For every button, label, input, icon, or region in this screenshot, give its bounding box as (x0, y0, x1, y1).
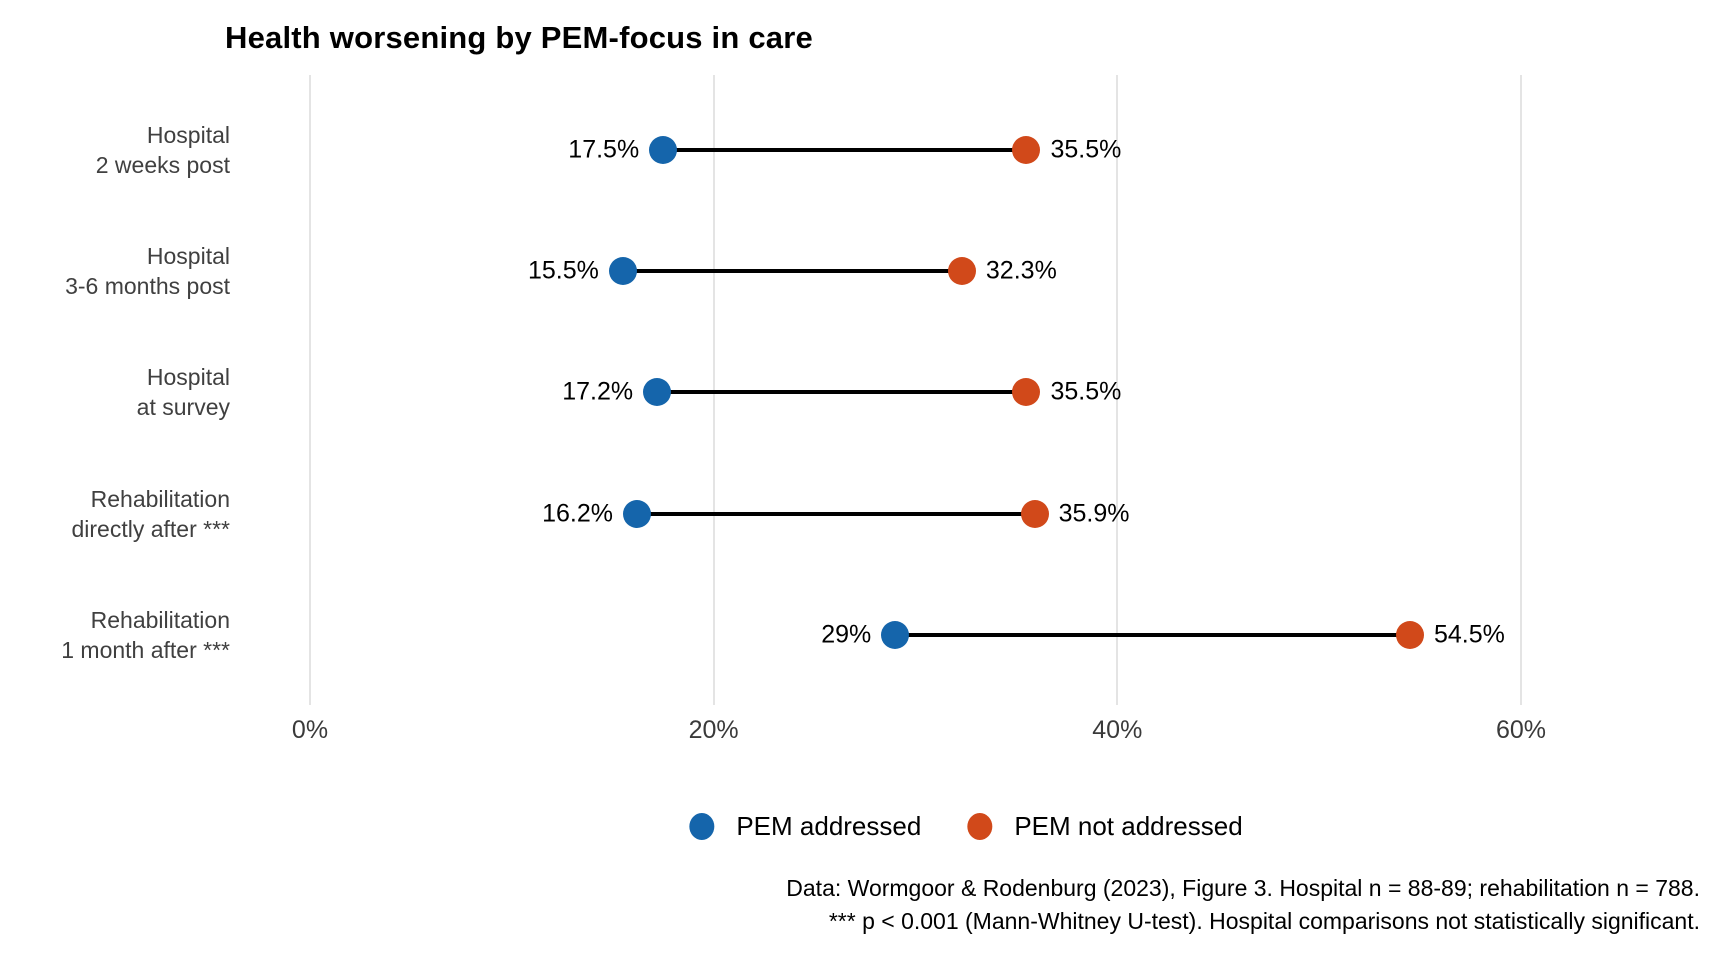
value-label-pem-addressed: 15.5% (527, 256, 599, 285)
category-label: Hospital 3-6 months post (65, 243, 230, 299)
legend-label-pem-addressed: PEM addressed (736, 811, 922, 841)
legend-item-pem-not-addressed: PEM not addressed (967, 811, 1243, 842)
legend-label-pem-not-addressed: PEM not addressed (1014, 811, 1243, 841)
pem-not-addressed-dot (1012, 136, 1041, 164)
value-label-pem-addressed: 17.2% (562, 377, 634, 406)
gridline-60% (1519, 75, 1522, 705)
category-label: Rehabilitation 1 month after *** (61, 607, 230, 663)
caption-line-2: *** p < 0.001 (Mann-Whitney U-test). Hos… (828, 908, 1700, 934)
pem-not-addressed-dot (1020, 500, 1049, 528)
value-label-pem-addressed: 16.2% (542, 499, 613, 528)
pem-addressed-dot (649, 136, 678, 164)
dumbbell-connector (663, 148, 1027, 152)
legend: PEM addressed PEM not addressed (689, 811, 1243, 842)
legend-item-pem-addressed: PEM addressed (689, 811, 921, 842)
value-label-pem-not-addressed: 54.5% (1433, 620, 1505, 649)
dumbbell-connector (657, 390, 1027, 394)
gridline-40% (1116, 75, 1119, 705)
chart-title: Health worsening by PEM-focus in care (225, 20, 813, 55)
gridline-0% (309, 75, 311, 705)
pem-addressed-dot (622, 500, 651, 528)
value-label-pem-addressed: 17.5% (568, 135, 640, 164)
caption-line-1: Data: Wormgoor & Rodenburg (2023), Figur… (786, 875, 1700, 901)
pem-addressed-dot (608, 257, 637, 285)
pem-not-addressed-dot (947, 257, 976, 285)
pem-addressed-dot-icon (689, 813, 715, 840)
x-tick-label: 60% (1495, 716, 1546, 744)
pem-addressed-dot (881, 621, 910, 649)
pem-not-addressed-dot-icon (967, 813, 993, 840)
dumbbell-connector (622, 269, 962, 273)
x-tick-label: 20% (688, 716, 739, 744)
category-label: Hospital 2 weeks post (95, 122, 230, 178)
value-label-pem-not-addressed: 35.5% (1050, 135, 1122, 164)
value-label-pem-not-addressed: 35.9% (1058, 499, 1130, 528)
value-label-pem-not-addressed: 35.5% (1050, 377, 1122, 406)
pem-not-addressed-dot (1395, 621, 1424, 649)
pem-addressed-dot (643, 378, 672, 406)
category-label: Rehabilitation directly after *** (71, 486, 230, 542)
x-tick-label: 40% (1092, 716, 1143, 744)
category-label: Hospital at survey (136, 364, 230, 420)
caption: Data: Wormgoor & Rodenburg (2023), Figur… (786, 872, 1700, 938)
pem-not-addressed-dot (1012, 378, 1041, 406)
value-label-pem-not-addressed: 32.3% (985, 256, 1057, 285)
value-label-pem-addressed: 29% (821, 620, 872, 649)
dumbbell-connector (895, 633, 1410, 637)
x-tick-label: 0% (291, 716, 329, 744)
dumbbell-connector (636, 512, 1035, 516)
